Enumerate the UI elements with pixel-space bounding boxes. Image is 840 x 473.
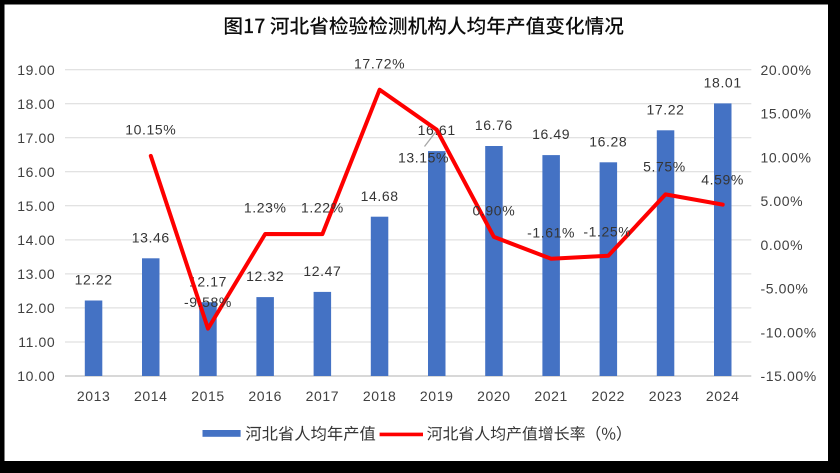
svg-text:11.00: 11.00 [18,334,55,350]
svg-text:12.17: 12.17 [189,273,227,289]
svg-text:19.00: 19.00 [17,62,55,78]
svg-text:4.59%: 4.59% [701,172,744,188]
svg-text:2023: 2023 [649,388,683,404]
svg-text:2020: 2020 [477,388,511,404]
svg-text:0.00%: 0.00% [761,237,804,253]
svg-text:14.00: 14.00 [17,232,55,248]
svg-text:10.15%: 10.15% [125,122,176,138]
svg-text:13.15%: 13.15% [398,150,449,166]
svg-text:16.00: 16.00 [17,164,55,180]
svg-text:13.00: 13.00 [17,266,55,282]
svg-text:2021: 2021 [534,388,568,404]
svg-text:-5.00%: -5.00% [761,281,809,297]
svg-text:20.00%: 20.00% [761,62,812,78]
svg-text:2016: 2016 [248,388,282,404]
svg-text:-9.58%: -9.58% [184,294,232,310]
svg-text:16.49: 16.49 [532,126,570,142]
svg-text:10.00: 10.00 [17,368,55,384]
svg-text:-10.00%: -10.00% [761,324,817,340]
svg-text:2015: 2015 [191,388,225,404]
svg-text:18.00: 18.00 [17,96,55,112]
svg-text:17.72%: 17.72% [354,55,405,71]
svg-text:-15.00%: -15.00% [761,368,817,384]
svg-text:1.23%: 1.23% [244,200,287,216]
svg-text:5.00%: 5.00% [761,193,804,209]
svg-text:2014: 2014 [134,388,168,404]
svg-text:15.00%: 15.00% [761,106,812,122]
svg-text:5.75%: 5.75% [643,159,686,175]
svg-text:2017: 2017 [306,388,340,404]
svg-text:10.00%: 10.00% [761,149,812,165]
svg-text:16.28: 16.28 [589,133,627,149]
svg-text:17.22: 17.22 [646,101,684,117]
svg-text:2019: 2019 [420,388,454,404]
svg-text:0.90%: 0.90% [473,203,516,219]
svg-text:12.22: 12.22 [75,272,113,288]
svg-text:13.46: 13.46 [132,229,170,245]
svg-text:12.47: 12.47 [303,263,341,279]
svg-text:17.00: 17.00 [17,130,55,146]
svg-text:15.00: 15.00 [17,198,55,214]
svg-text:14.68: 14.68 [361,188,399,204]
svg-text:1.22%: 1.22% [301,200,344,216]
svg-text:2013: 2013 [77,388,111,404]
svg-text:2024: 2024 [706,388,740,404]
svg-text:12.32: 12.32 [246,268,284,284]
svg-text:-1.25%: -1.25% [583,223,631,239]
svg-text:-1.61%: -1.61% [527,224,575,240]
svg-text:18.01: 18.01 [704,75,742,91]
svg-text:16.76: 16.76 [475,117,513,133]
svg-text:2018: 2018 [363,388,397,404]
svg-text:12.00: 12.00 [17,300,55,316]
svg-text:2022: 2022 [592,388,626,404]
